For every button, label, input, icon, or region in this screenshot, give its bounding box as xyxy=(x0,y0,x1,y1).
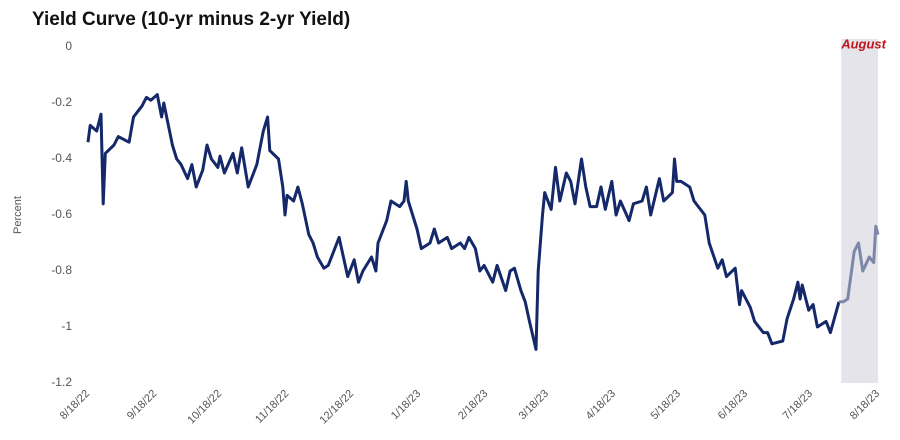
y-tick-label: 0 xyxy=(65,39,72,53)
x-tick-label: 3/18/23 xyxy=(517,388,551,422)
x-tick-label: 10/18/22 xyxy=(185,388,224,427)
x-tick-label: 4/18/23 xyxy=(584,388,618,422)
x-tick-label: 6/18/23 xyxy=(716,388,750,422)
x-tick-label: 9/18/22 xyxy=(125,388,159,422)
x-tick-label: 11/18/22 xyxy=(253,388,291,426)
y-tick-label: -0.2 xyxy=(51,95,72,109)
x-tick-label: 1/18/23 xyxy=(389,388,423,422)
highlight-line xyxy=(839,224,880,304)
y-tick-label: -1.2 xyxy=(51,375,72,389)
y-tick-label: -0.6 xyxy=(51,207,72,221)
y-axis-label: Percent xyxy=(12,196,24,234)
y-tick-label: -1 xyxy=(61,319,72,333)
highlight-band xyxy=(841,39,878,383)
x-tick-label: 12/18/22 xyxy=(317,388,356,427)
chart-title: Yield Curve (10-yr minus 2-yr Yield) xyxy=(32,9,350,30)
x-tick-label: 5/18/23 xyxy=(649,388,683,422)
y-tick-label: -0.4 xyxy=(51,151,72,165)
y-tick-label: -0.8 xyxy=(51,263,72,277)
highlight-label: August xyxy=(840,36,886,51)
series-line xyxy=(86,93,841,351)
x-tick-label: 2/18/23 xyxy=(456,388,490,422)
x-tick-label: 8/18/22 xyxy=(58,388,92,422)
x-tick-label: 8/18/23 xyxy=(848,388,882,422)
x-tick-label: 7/18/23 xyxy=(781,388,815,422)
